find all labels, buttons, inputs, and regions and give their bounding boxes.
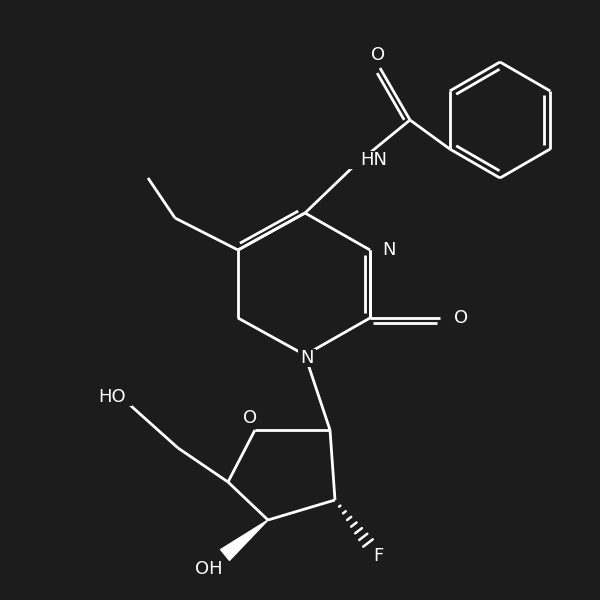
Text: HN: HN [360,151,387,169]
Text: OH: OH [195,560,223,578]
Text: N: N [300,349,314,367]
Bar [191,560,227,578]
Polygon shape [221,520,268,560]
Bar [346,151,374,169]
Bar [240,409,260,427]
Text: HO: HO [98,388,126,406]
Text: N: N [382,241,395,259]
Text: O: O [371,46,385,64]
Bar [372,241,392,259]
Bar [92,388,132,406]
Bar [444,309,464,327]
Text: F: F [373,547,383,565]
Text: O: O [243,409,257,427]
Bar [368,547,388,565]
Text: O: O [454,309,468,327]
Bar [298,349,316,367]
Bar [368,46,388,64]
